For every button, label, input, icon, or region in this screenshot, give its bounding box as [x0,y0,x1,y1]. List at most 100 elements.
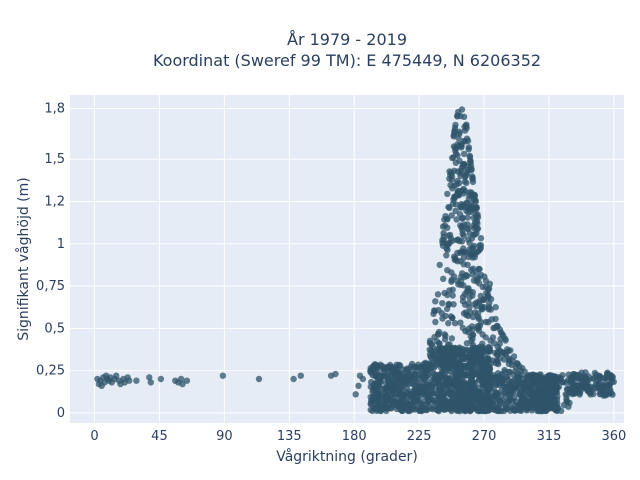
data-point [493,405,500,413]
data-point [449,354,457,361]
data-point [477,235,485,242]
data-point [387,373,394,380]
data-point [428,364,435,371]
data-point [466,239,473,247]
data-point [384,368,392,375]
data-point [587,389,595,397]
data-point [427,389,435,396]
x-tick-label: 45 [151,429,168,444]
x-axis-label: Vågriktning (grader) [276,448,418,465]
data-point [374,388,381,395]
data-point [510,353,518,360]
data-point [355,382,362,389]
data-point [458,405,465,413]
data-point [395,363,402,370]
data-point [481,401,488,408]
data-point [460,190,467,197]
data-point [459,214,467,221]
data-point [255,375,263,383]
data-point [542,373,549,381]
data-point [471,387,478,394]
data-point [473,205,480,212]
data-point [537,371,544,378]
x-tick-label: 180 [342,429,367,444]
data-point [502,389,509,397]
data-point [463,124,470,132]
data-point [470,242,478,250]
x-tick-label: 225 [407,429,432,444]
data-point [526,390,533,397]
data-point [468,371,475,378]
data-point [469,313,477,321]
data-point [386,382,393,390]
data-point [444,224,451,231]
data-point [471,365,478,373]
data-point [398,380,405,388]
data-point [473,405,480,412]
data-point [492,304,499,311]
data-point [460,232,467,239]
data-point [446,287,453,294]
data-point [464,285,471,293]
data-point [445,301,452,308]
data-point [444,246,451,254]
data-point [448,176,455,183]
data-point [429,376,436,383]
data-point [487,295,495,303]
data-point [438,354,446,362]
data-point [458,389,466,396]
data-point [476,242,483,249]
data-point [462,173,469,180]
x-axis-ticks: 0 45 90 135 180 225 270 315 360 [90,429,626,444]
data-point [462,371,469,378]
data-point [440,275,447,282]
data-point [452,121,459,129]
data-point [450,133,457,140]
data-point [432,298,439,305]
data-point [484,348,491,355]
data-point [470,392,477,400]
x-tick-label: 360 [601,429,626,444]
data-point [479,283,486,291]
data-point [460,282,467,289]
data-point [476,297,483,305]
data-point [452,400,459,407]
y-axis-label: Signifikant våghöjd (m) [15,177,32,340]
data-point [453,407,460,414]
data-point [444,190,451,198]
data-point [494,359,501,366]
data-point [592,380,600,388]
data-point [482,406,489,413]
data-point [537,377,544,384]
data-point [515,391,522,398]
data-point [383,405,390,412]
data-point [475,345,482,352]
y-tick-label: 1,8 [44,102,65,117]
data-point [471,191,478,199]
data-point [449,371,456,378]
data-point [478,360,485,367]
data-point [454,189,462,197]
data-point [465,328,472,336]
data-point [461,291,469,298]
data-point [508,385,515,392]
data-point [368,401,375,408]
data-point [468,266,475,274]
data-point [468,166,475,173]
data-point [359,375,367,383]
data-point [405,380,413,388]
y-tick-label: 0,5 [44,321,65,336]
data-point [482,334,489,341]
data-point [513,374,520,381]
data-point [470,277,478,284]
data-point [373,407,381,414]
data-point [436,393,443,400]
data-point [601,375,609,382]
data-point [393,369,400,376]
data-point [596,390,603,398]
data-point [487,306,494,313]
data-point [459,324,466,332]
x-tick-label: 90 [216,429,233,444]
data-point [528,407,536,414]
data-point [445,320,452,327]
